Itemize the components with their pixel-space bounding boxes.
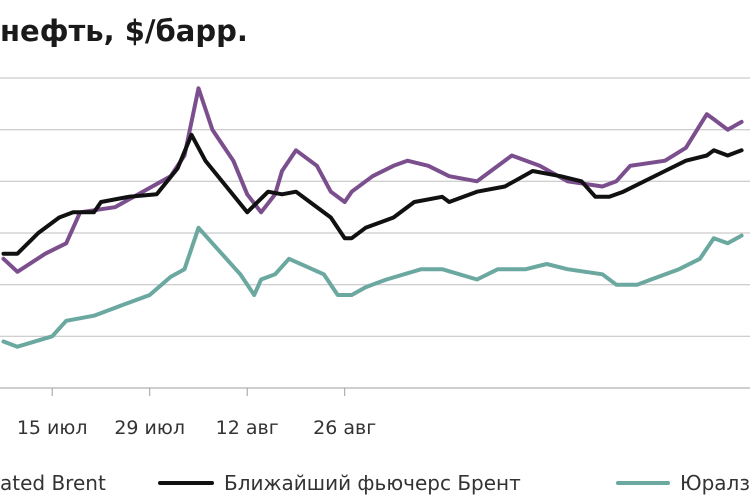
legend: ated Brent Ближайший фьючерс Брент Юралз (0, 471, 750, 495)
x-tick-label: 26 авг (313, 417, 376, 439)
x-tick-label: 15 июл (17, 417, 88, 439)
grid-lines (0, 77, 750, 389)
series-line-brent (1, 132, 744, 256)
series-line-urals (1, 225, 744, 349)
x-axis-ticks: 15 июл 29 июл 12 авг 26 авг (17, 388, 376, 439)
legend-label-brent: Ближайший фьючерс Брент (224, 471, 521, 495)
series-layer (1, 86, 744, 349)
legend-label-dated: ated Brent (0, 471, 106, 495)
x-tick-label: 12 авг (216, 417, 279, 439)
chart-title: нефть, $/барр. (0, 14, 248, 48)
legend-label-urals: Юралз (680, 471, 750, 495)
series-line-dated (1, 86, 744, 274)
x-tick-label: 29 июл (114, 417, 185, 439)
